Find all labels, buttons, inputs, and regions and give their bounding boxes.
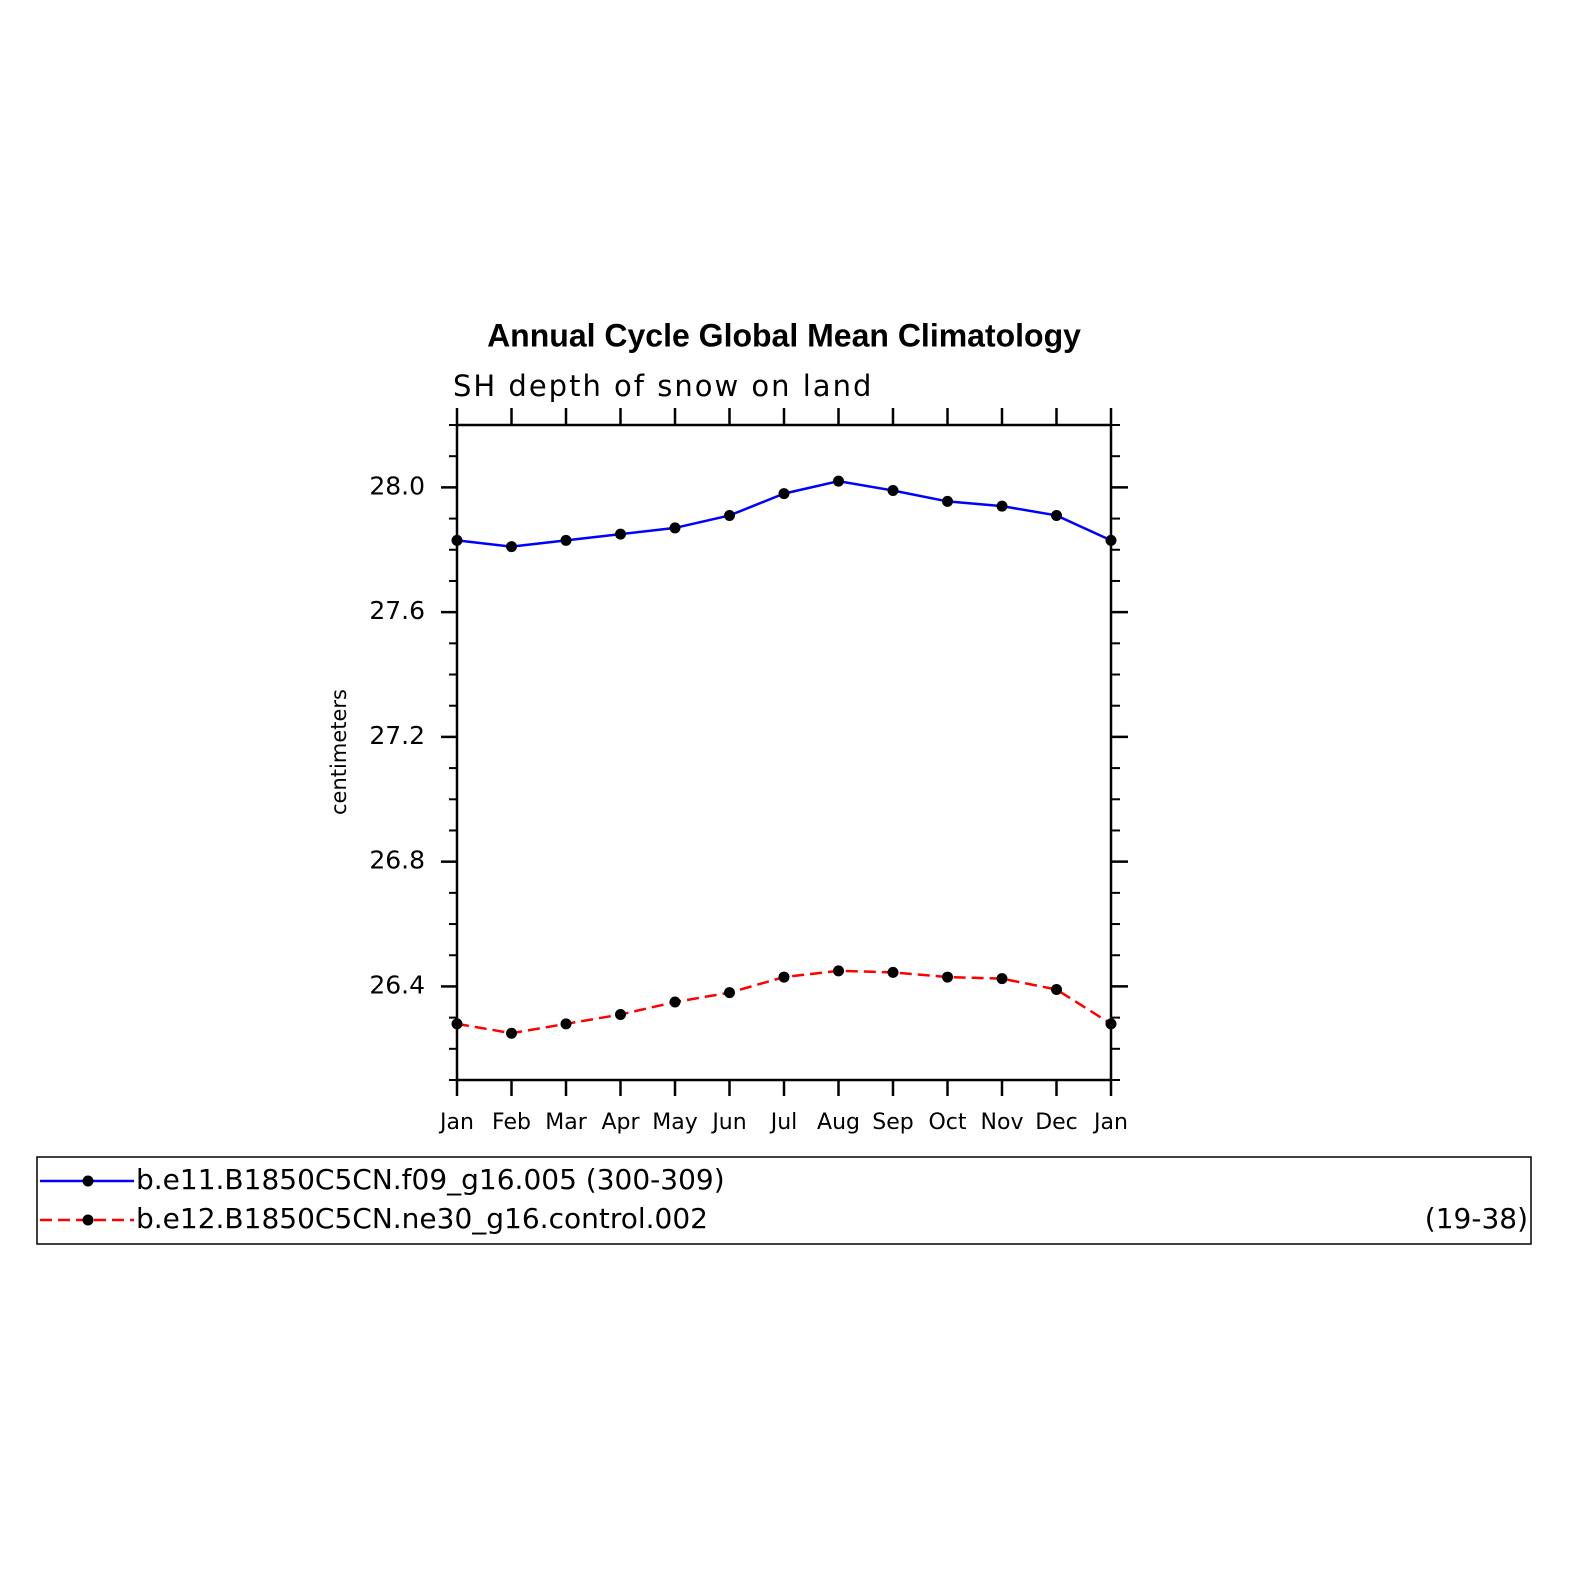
x-tick-label: Jan (1092, 1110, 1128, 1135)
marker (942, 495, 953, 507)
marker (778, 971, 790, 983)
x-tick-label: Mar (545, 1110, 587, 1135)
x-tick-label: Apr (601, 1110, 640, 1135)
marker (887, 485, 899, 496)
x-tick-label: May (652, 1110, 697, 1135)
x-tick-label: Sep (872, 1110, 913, 1135)
legend-label: b.e12.B1850C5CN.ne30_g16.control.002 (136, 1202, 708, 1235)
marker (833, 475, 844, 487)
marker (1051, 509, 1062, 521)
marker (615, 528, 626, 540)
x-tick-label: Nov (981, 1110, 1024, 1135)
legend-marker (82, 1175, 94, 1187)
x-tick-label: Aug (817, 1110, 860, 1135)
marker (451, 1018, 463, 1030)
x-tick-label: Dec (1035, 1110, 1078, 1135)
x-tick-label: Feb (492, 1110, 531, 1135)
y-tick-label: 26.4 (369, 970, 425, 999)
marker (506, 541, 517, 553)
marker (451, 534, 463, 546)
marker (1105, 1018, 1117, 1030)
marker (615, 1009, 626, 1020)
legend-box (36, 1156, 1532, 1245)
marker (887, 966, 899, 978)
legend-marker (82, 1214, 94, 1226)
marker (942, 971, 953, 983)
marker (996, 973, 1008, 985)
marker (724, 509, 735, 521)
marker (669, 996, 681, 1008)
marker (1105, 534, 1117, 546)
marker (560, 1018, 572, 1030)
marker (560, 534, 572, 546)
marker (996, 500, 1008, 512)
y-axis-label: centimeters (327, 689, 351, 815)
y-tick-label: 27.2 (369, 721, 425, 750)
marker (724, 987, 735, 999)
marker (833, 965, 844, 977)
x-tick-label: Jun (710, 1110, 746, 1135)
x-tick-label: Oct (928, 1110, 966, 1135)
x-tick-label: Jul (769, 1110, 798, 1135)
marker (778, 488, 790, 500)
marker (669, 522, 681, 534)
y-tick-label: 28.0 (369, 471, 425, 500)
x-tick-label: Jan (438, 1110, 474, 1135)
chart-title: Annual Cycle Global Mean Climatology (487, 317, 1081, 353)
marker (1051, 984, 1062, 996)
legend-label: b.e11.B1850C5CN.f09_g16.005 (300-309) (136, 1163, 725, 1196)
plot-frame (455, 423, 1113, 1082)
y-tick-label: 26.8 (369, 846, 425, 875)
chart-subtitle: SH depth of snow on land (453, 369, 873, 403)
y-tick-label: 27.6 (369, 596, 425, 625)
marker (506, 1027, 517, 1039)
legend-period: (19-38) (1425, 1202, 1528, 1235)
